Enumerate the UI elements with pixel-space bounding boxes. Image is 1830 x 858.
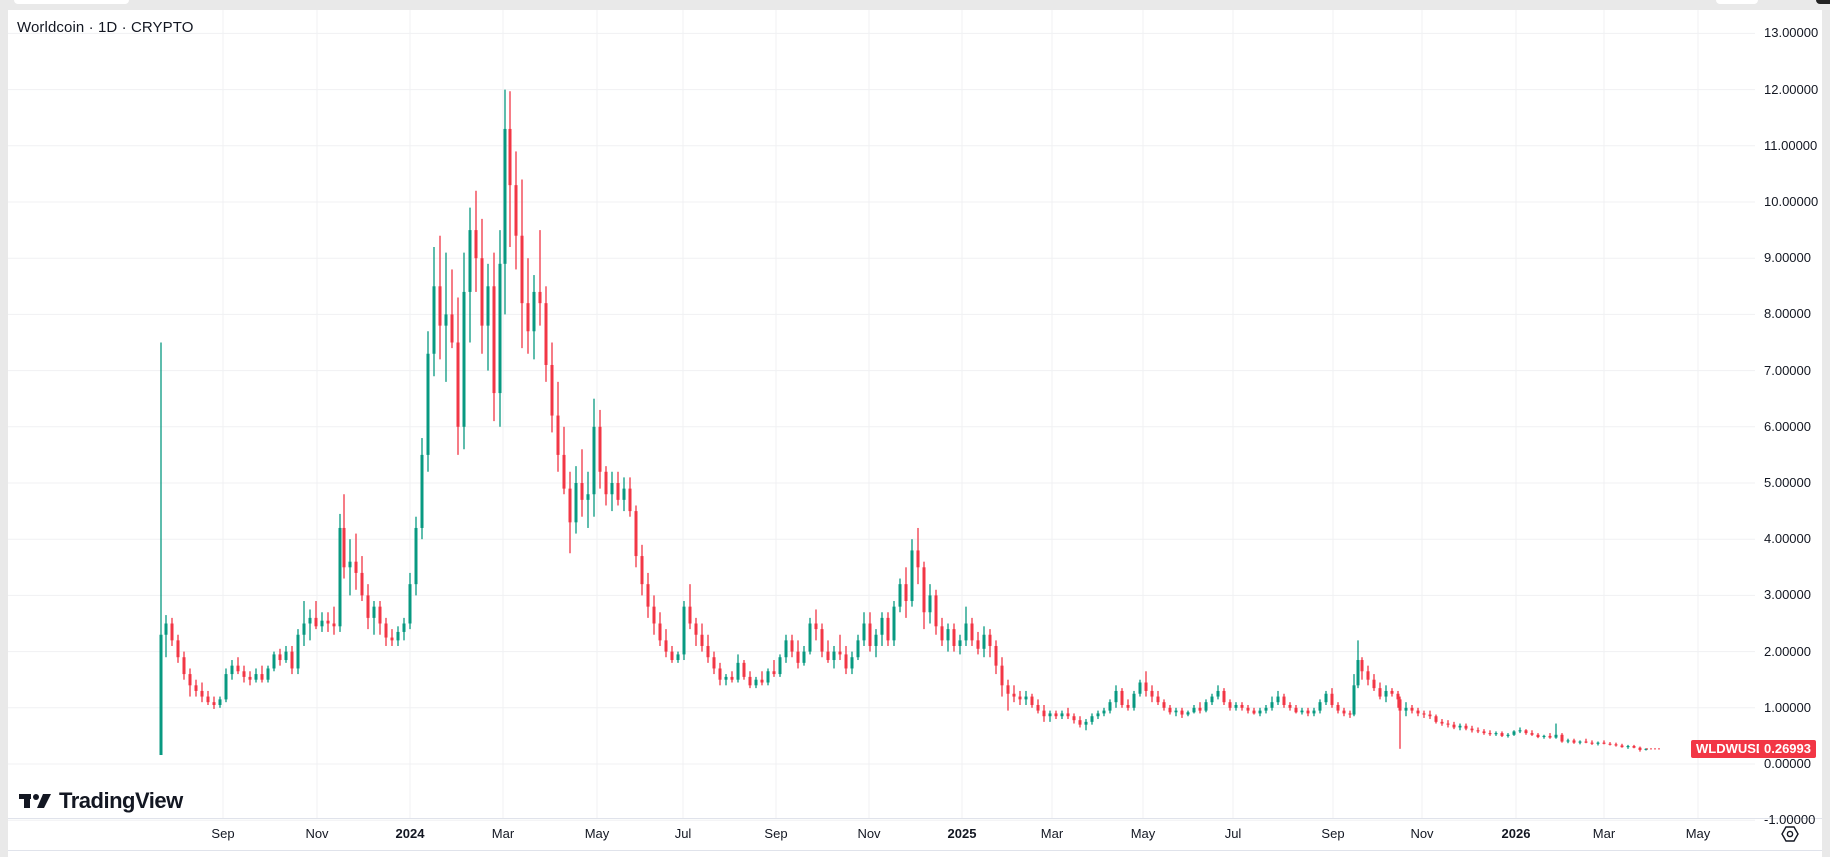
price-axis-label: 11.00000 — [1764, 137, 1818, 153]
right-border — [1822, 10, 1830, 857]
top-control — [1716, 0, 1758, 4]
time-axis-label: Mar — [1040, 826, 1064, 841]
price-axis-label: -1.00000 — [1764, 812, 1816, 828]
time-axis-label: 2024 — [395, 826, 425, 841]
time-axis-label: May — [584, 826, 610, 841]
top-tab — [14, 0, 129, 4]
gear-icon — [1781, 826, 1799, 842]
price-axis-label: 1.00000 — [1764, 699, 1811, 715]
price-axis-label: 5.00000 — [1764, 475, 1811, 490]
price-axis-label: 6.00000 — [1764, 418, 1811, 434]
time-axis-label: May — [1685, 826, 1711, 841]
top-dark-control — [1816, 0, 1830, 4]
price-axis-label: 13.00000 — [1764, 25, 1819, 41]
time-axis-label: Jul — [1224, 826, 1242, 841]
time-axis-label: 2026 — [1501, 826, 1531, 841]
time-axis-label: Jul — [674, 826, 692, 841]
time-axis-label: Nov — [305, 826, 329, 841]
price-axis-label: 7.00000 — [1764, 362, 1811, 378]
price-axis-label: 9.00000 — [1764, 250, 1811, 266]
chart-frame — [8, 10, 1822, 850]
left-border — [0, 10, 8, 857]
symbol-tag: WLDWUSD — [1691, 740, 1771, 758]
bottom-border — [8, 850, 1822, 858]
time-axis-label: May — [1130, 826, 1156, 841]
price-axis-label: 0.00000 — [1764, 756, 1811, 771]
candlestick-series — [159, 89, 1648, 756]
settings-button[interactable] — [1780, 824, 1800, 844]
price-axis-label: 2.00000 — [1764, 643, 1811, 659]
time-axis-label: Nov — [1410, 826, 1434, 841]
chart-grid — [8, 10, 1755, 821]
time-axis-label: Sep — [764, 826, 788, 841]
price-axis-label: 10.00000 — [1764, 194, 1819, 209]
time-axis-separator — [8, 818, 1822, 819]
time-axis-label: Sep — [1321, 826, 1345, 841]
time-axis-label: Sep — [211, 826, 235, 841]
time-axis-label: Nov — [857, 826, 881, 841]
price-axis-label: 12.00000 — [1764, 81, 1819, 97]
last-price-tag: 0.26993 — [1759, 740, 1816, 758]
time-axis-label: Mar — [491, 826, 515, 841]
tradingview-logo-icon — [19, 794, 51, 808]
tradingview-logo[interactable]: TradingView — [19, 788, 183, 814]
price-axis-label: 3.00000 — [1764, 587, 1811, 603]
window-top-bar — [0, 0, 1830, 10]
chart-title: Worldcoin · 1D · CRYPTO — [17, 19, 194, 36]
price-axis-label: 8.00000 — [1764, 306, 1811, 322]
tradingview-logo-text: TradingView — [59, 788, 183, 813]
time-axis-label: 2025 — [947, 826, 977, 841]
time-axis-label: Mar — [1592, 826, 1616, 841]
price-axis-label: 4.00000 — [1764, 531, 1811, 547]
